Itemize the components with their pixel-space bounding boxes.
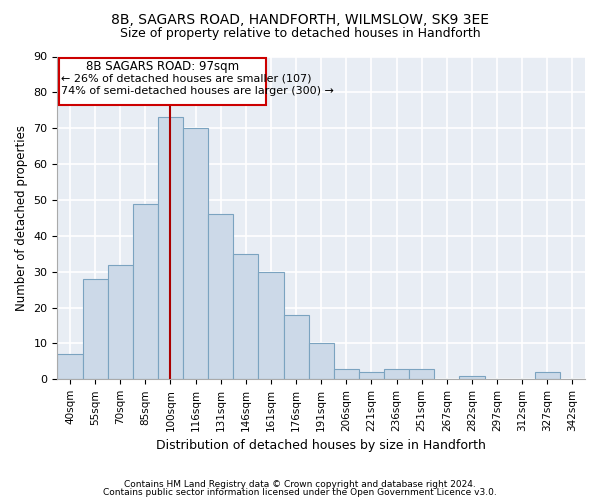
Bar [233,254,259,380]
Bar [259,272,284,380]
Bar [83,279,107,380]
Text: Contains public sector information licensed under the Open Government Licence v3: Contains public sector information licen… [103,488,497,497]
Bar [359,372,384,380]
Bar [107,264,133,380]
Bar [384,368,409,380]
Text: 8B SAGARS ROAD: 97sqm: 8B SAGARS ROAD: 97sqm [86,60,239,73]
Bar [208,214,233,380]
Bar [535,372,560,380]
Text: Contains HM Land Registry data © Crown copyright and database right 2024.: Contains HM Land Registry data © Crown c… [124,480,476,489]
Bar [334,368,359,380]
Bar [58,354,83,380]
Y-axis label: Number of detached properties: Number of detached properties [15,125,28,311]
Bar [284,315,308,380]
Text: ← 26% of detached houses are smaller (107): ← 26% of detached houses are smaller (10… [61,73,311,83]
Text: 8B, SAGARS ROAD, HANDFORTH, WILMSLOW, SK9 3EE: 8B, SAGARS ROAD, HANDFORTH, WILMSLOW, SK… [111,12,489,26]
X-axis label: Distribution of detached houses by size in Handforth: Distribution of detached houses by size … [156,440,486,452]
Text: Size of property relative to detached houses in Handforth: Size of property relative to detached ho… [119,28,481,40]
Text: 74% of semi-detached houses are larger (300) →: 74% of semi-detached houses are larger (… [61,86,334,96]
Bar [409,368,434,380]
FancyBboxPatch shape [59,58,266,105]
Bar [183,128,208,380]
Bar [460,376,485,380]
Bar [308,344,334,380]
Bar [133,204,158,380]
Bar [158,118,183,380]
